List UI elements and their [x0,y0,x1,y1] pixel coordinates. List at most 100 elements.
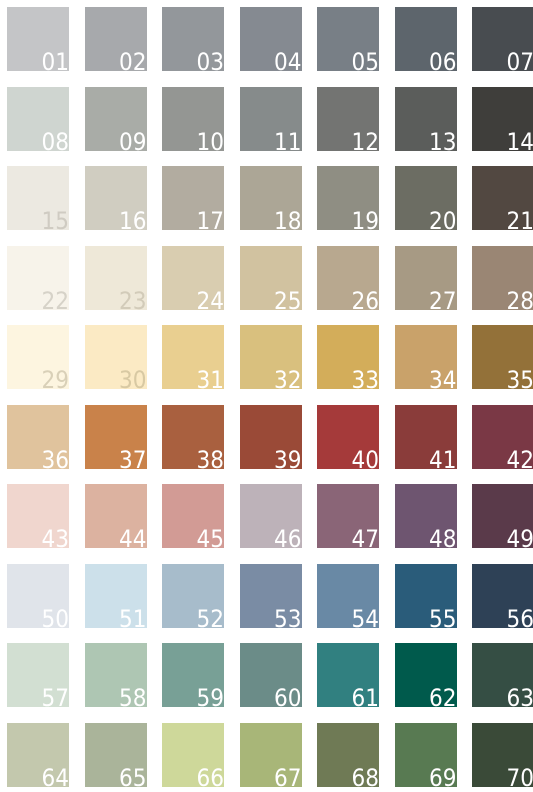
color-swatch: 09 [84,86,147,154]
color-swatch: 56 [472,563,533,633]
swatch-number-label: 02 [119,48,147,76]
color-swatch: 26 [317,245,379,315]
swatch-number-label: 32 [274,366,302,394]
swatch-number-label: 24 [196,286,224,315]
swatch-number-label: 25 [274,286,302,315]
color-swatch: 59 [162,643,224,712]
swatch-number-label: 41 [429,445,457,474]
swatch-number-label: 43 [41,525,69,553]
swatch-number-label: 34 [429,366,457,394]
swatch-number-label: 26 [351,286,379,315]
color-swatch: 35 [472,325,533,394]
color-swatch: 11 [239,86,302,154]
color-swatch: 60 [239,643,302,712]
color-swatch: 65 [84,722,147,792]
swatch-number-label: 13 [429,127,457,156]
color-swatch: 55 [394,563,457,633]
swatch-number-label: 50 [41,604,69,633]
color-swatch: 03 [162,7,224,76]
swatch-number-label: 40 [351,445,379,474]
swatch-number-label: 31 [196,366,224,394]
color-swatch: 32 [239,325,302,394]
swatch-number-label: 33 [351,366,379,394]
swatch-number-label: 60 [274,684,302,712]
color-swatch: 67 [239,722,302,792]
color-swatch: 38 [162,404,224,472]
swatch-number-label: 06 [429,48,457,76]
swatch-number-label: 18 [274,207,302,235]
swatch-number-label: 14 [506,127,533,156]
color-swatch: 53 [239,563,302,633]
swatch-number-label: 22 [41,286,69,315]
swatch-number-label: 55 [429,604,457,633]
color-swatch: 25 [239,245,302,315]
swatch-number-label: 10 [196,127,224,156]
color-swatch: 19 [317,166,379,233]
swatch-number-label: 36 [41,445,69,474]
swatch-number-label: 23 [119,286,147,315]
color-swatch: 14 [472,86,533,156]
swatch-number-label: 48 [429,525,457,553]
swatch-number-label: 17 [196,207,224,235]
color-swatch: 43 [7,484,69,553]
color-swatch: 12 [317,86,379,156]
color-swatch: 20 [394,166,457,235]
color-swatch: 70 [472,722,533,792]
color-swatch: 48 [394,484,457,553]
swatch-number-label: 15 [41,207,69,235]
color-swatch: 01 [7,7,69,76]
swatch-number-label: 42 [506,445,533,474]
swatch-number-label: 46 [274,525,302,553]
color-swatch: 50 [7,563,69,633]
swatch-number-label: 20 [429,207,457,235]
swatch-number-label: 66 [196,763,224,792]
color-swatch: 04 [239,7,302,76]
swatch-number-label: 45 [196,525,224,553]
color-swatch: 57 [7,643,69,710]
swatch-number-label: 04 [274,48,302,76]
color-swatch: 22 [7,245,69,315]
color-swatch: 45 [162,484,224,553]
swatch-number-label: 67 [274,763,302,792]
color-swatch: 02 [84,7,147,76]
color-swatch: 68 [317,722,379,790]
color-swatch: 28 [472,245,533,313]
swatch-number-label: 49 [506,525,533,553]
color-swatch: 41 [394,404,457,474]
color-swatch: 24 [162,245,224,315]
color-swatch: 66 [162,722,224,792]
color-swatch: 49 [472,484,533,553]
swatch-number-label: 01 [41,48,69,76]
swatch-number-label: 61 [351,684,379,712]
color-swatch: 06 [394,7,457,76]
swatch-number-label: 30 [119,366,147,394]
swatch-number-label: 37 [119,445,147,474]
swatch-number-label: 35 [506,366,533,394]
color-swatch: 63 [472,643,533,710]
swatch-number-label: 53 [274,604,302,633]
color-swatch: 05 [317,7,379,74]
swatch-number-label: 70 [506,763,533,792]
swatch-number-label: 07 [506,48,533,76]
color-swatch: 44 [84,484,147,551]
swatch-number-label: 65 [119,763,147,792]
swatch-number-label: 27 [429,286,457,315]
swatch-number-label: 52 [196,604,224,633]
color-swatch: 17 [162,166,224,235]
swatch-number-label: 21 [506,207,533,235]
color-swatch: 18 [239,166,302,235]
swatch-number-label: 03 [196,48,224,76]
color-swatch: 54 [317,563,379,633]
color-swatch: 07 [472,7,533,76]
swatch-number-label: 56 [506,604,533,633]
swatch-number-label: 54 [351,604,379,633]
color-swatch: 47 [317,484,379,551]
color-swatch: 51 [84,563,147,631]
color-swatch: 40 [317,404,379,474]
color-swatch: 36 [7,404,69,474]
swatch-number-label: 59 [196,684,224,712]
color-swatch: 62 [394,643,457,710]
color-swatch: 30 [84,325,147,394]
swatch-number-label: 12 [351,127,379,156]
swatch-number-label: 08 [41,127,69,156]
